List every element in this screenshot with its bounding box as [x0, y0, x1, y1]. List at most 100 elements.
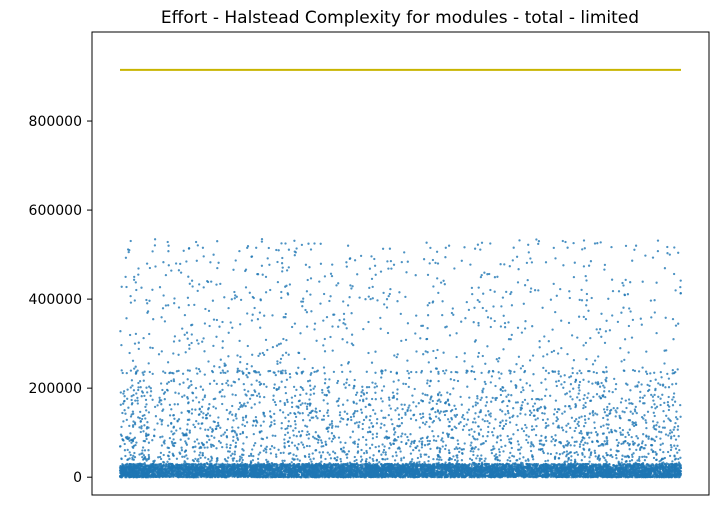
data-point-dense	[574, 426, 577, 430]
data-point-dense	[384, 453, 387, 456]
data-point-dense	[556, 418, 559, 421]
data-point-dense	[407, 406, 410, 409]
data-point	[369, 297, 372, 301]
data-point-dense	[424, 350, 427, 353]
data-point-dense	[620, 397, 624, 400]
data-point-dense	[215, 318, 219, 322]
data-point-dense	[549, 394, 552, 397]
data-point	[481, 306, 484, 310]
data-point-dense	[516, 281, 520, 284]
data-point-dense	[525, 434, 528, 437]
data-point-dense	[421, 392, 424, 395]
data-point-dense	[301, 300, 305, 303]
data-point-dense	[664, 433, 668, 436]
data-point-dense	[524, 413, 527, 416]
data-point-dense	[453, 458, 457, 462]
data-point-dense	[236, 354, 239, 357]
data-point-dense	[522, 456, 525, 459]
data-point-dense	[149, 346, 152, 349]
data-point-dense	[190, 341, 193, 345]
data-point-dense	[578, 389, 581, 392]
data-point-dense	[643, 447, 646, 450]
data-point-dense	[602, 424, 605, 427]
data-point-dense	[183, 313, 187, 317]
data-points	[118, 237, 683, 479]
data-point-dense	[655, 424, 658, 427]
data-point-dense	[351, 285, 354, 288]
data-point-dense	[623, 463, 626, 466]
data-point-dense	[492, 305, 495, 308]
data-point-dense	[603, 341, 607, 345]
data-point-dense	[231, 413, 234, 416]
data-point-dense	[120, 343, 123, 347]
data-point-dense	[663, 426, 666, 429]
data-point-dense	[297, 430, 301, 433]
data-point-dense	[300, 300, 303, 303]
data-point-dense	[207, 309, 211, 313]
data-point-dense	[506, 459, 509, 462]
data-point-dense	[406, 260, 409, 263]
data-point-dense	[649, 299, 653, 302]
data-point-dense	[608, 402, 611, 406]
data-point	[313, 242, 316, 245]
data-point-dense	[323, 382, 327, 385]
data-point-dense	[314, 407, 318, 410]
data-point-dense	[178, 339, 181, 342]
data-point-dense	[321, 388, 324, 392]
data-point-dense	[459, 421, 462, 424]
data-point-dense	[299, 403, 302, 407]
data-point-dense	[153, 405, 157, 409]
data-point-dense	[566, 460, 569, 463]
data-point-dense	[284, 385, 287, 389]
data-point-dense	[309, 293, 312, 296]
data-point-dense	[383, 445, 386, 448]
data-point-dense	[628, 419, 632, 422]
data-point-dense	[290, 461, 293, 464]
data-point-dense	[609, 409, 612, 413]
data-point-dense	[241, 423, 244, 426]
data-point-dense	[429, 380, 432, 383]
data-point-dense	[265, 436, 269, 439]
data-point-dense	[314, 410, 317, 413]
data-point-dense	[314, 449, 317, 452]
data-point-dense	[677, 457, 680, 461]
data-point-dense	[250, 319, 254, 322]
data-point-dense	[576, 453, 580, 456]
data-point-dense	[644, 443, 647, 447]
data-point-dense	[671, 369, 674, 372]
data-point-dense	[265, 451, 268, 454]
data-point-dense	[669, 437, 673, 440]
data-point-dense	[579, 440, 583, 443]
data-point-dense	[400, 422, 404, 425]
data-point-dense	[269, 452, 273, 455]
data-point-dense	[342, 417, 345, 421]
data-point-dense	[190, 408, 194, 411]
data-point-dense	[277, 448, 280, 451]
data-point-dense	[679, 279, 682, 282]
data-point-dense	[434, 261, 437, 265]
data-point-dense	[197, 401, 201, 404]
data-point-dense	[493, 319, 496, 323]
data-point-dense	[142, 336, 145, 340]
data-point-dense	[521, 386, 524, 389]
data-point-dense	[311, 435, 315, 438]
data-point-dense	[370, 277, 374, 281]
data-point-dense	[523, 398, 527, 402]
data-point-dense	[508, 440, 511, 444]
data-point-dense	[563, 450, 566, 454]
data-point-dense	[584, 421, 587, 425]
data-point-dense	[185, 428, 189, 431]
data-point	[373, 257, 376, 261]
data-point-dense	[492, 445, 495, 448]
data-point-dense	[626, 431, 630, 434]
data-point-dense	[631, 455, 634, 459]
data-point-dense	[131, 384, 134, 387]
data-point-dense	[194, 408, 197, 411]
data-point-dense	[473, 247, 477, 250]
data-point-dense	[252, 444, 256, 447]
data-point-dense	[468, 433, 471, 436]
data-point-dense	[607, 423, 610, 426]
data-point	[167, 244, 170, 247]
data-point-dense	[203, 373, 206, 376]
